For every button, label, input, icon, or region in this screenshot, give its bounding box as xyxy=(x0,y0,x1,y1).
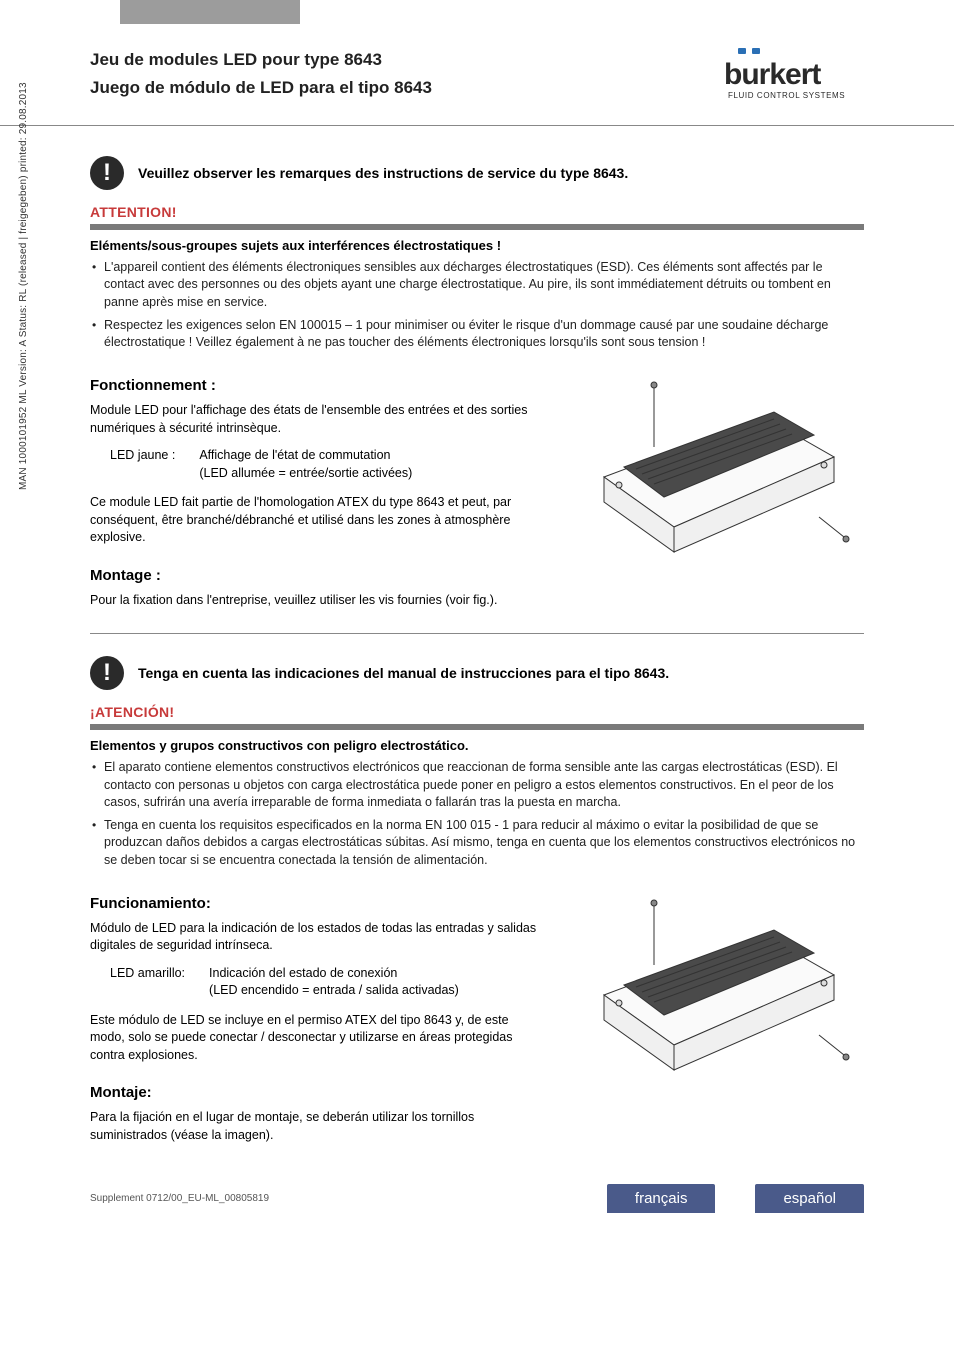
vertical-metadata: MAN 1000101952 ML Version: A Status: RL … xyxy=(18,82,29,490)
esd-bullets-es: El aparato contiene elementos constructi… xyxy=(90,759,864,869)
esd-subhead-es: Elementos y grupos constructivos con pel… xyxy=(90,738,864,753)
fonc-p1-fr: Module LED pour l'affichage des états de… xyxy=(90,402,544,437)
led-label-fr: LED jaune : xyxy=(110,447,175,482)
bullet-fr-0: L'appareil contient des éléments électro… xyxy=(90,259,864,311)
module-illustration-fr xyxy=(574,357,854,577)
montaje-p-es: Para la fijación en el lugar de montaje,… xyxy=(90,1109,544,1144)
led-table-fr: LED jaune : Affichage de l'état de commu… xyxy=(110,447,544,482)
title-spanish: Juego de módulo de LED para el tipo 8643 xyxy=(90,78,724,98)
attention-heading-fr: ATTENTION! xyxy=(90,204,864,220)
language-tab-spanish: español xyxy=(755,1184,864,1213)
montaje-heading-es: Montaje: xyxy=(90,1084,544,1101)
notice-row-es: ! Tenga en cuenta las indicaciones del m… xyxy=(90,656,864,690)
attention-heading-es: ¡ATENCIÓN! xyxy=(90,704,864,720)
attention-rule-es xyxy=(90,724,864,730)
top-tab-decoration xyxy=(120,0,300,24)
exclamation-icon: ! xyxy=(90,156,124,190)
attention-rule-fr xyxy=(90,224,864,230)
svg-text:burkert: burkert xyxy=(724,58,821,91)
fonc-p1-es: Módulo de LED para la indicación de los … xyxy=(90,920,544,955)
notice-text-fr: Veuillez observer les remarques des inst… xyxy=(138,165,628,181)
funcionamiento-block: Funcionamiento: Módulo de LED para la in… xyxy=(90,875,864,1145)
page-footer: Supplement 0712/00_EU-ML_00805819 frança… xyxy=(0,1144,954,1233)
fonc-p2-es: Este módulo de LED se incluye en el perm… xyxy=(90,1012,544,1065)
funcionamiento-heading: Funcionamiento: xyxy=(90,895,544,912)
language-tab-french: français xyxy=(607,1184,716,1213)
bullet-es-0: El aparato contiene elementos constructi… xyxy=(90,759,864,811)
notice-row-fr: ! Veuillez observer les remarques des in… xyxy=(90,156,864,190)
bullet-es-1: Tenga en cuenta los requisitos especific… xyxy=(90,817,864,869)
esd-bullets-fr: L'appareil contient des éléments électro… xyxy=(90,259,864,351)
svg-text:FLUID CONTROL SYSTEMS: FLUID CONTROL SYSTEMS xyxy=(728,91,845,100)
fonctionnement-heading: Fonctionnement : xyxy=(90,377,544,394)
bullet-fr-1: Respectez les exigences selon EN 100015 … xyxy=(90,317,864,352)
fonctionnement-block: Fonctionnement : Module LED pour l'affic… xyxy=(90,357,864,609)
section-divider xyxy=(90,633,864,634)
fonc-p2-fr: Ce module LED fait partie de l'homologat… xyxy=(90,494,544,547)
burkert-logo: burkert FLUID CONTROL SYSTEMS xyxy=(724,46,864,107)
led-label-es: LED amarillo: xyxy=(110,965,185,1000)
notice-text-es: Tenga en cuenta las indicaciones del man… xyxy=(138,665,669,681)
esd-subhead-fr: Eléments/sous-groupes sujets aux interfé… xyxy=(90,238,864,253)
montage-heading-fr: Montage : xyxy=(90,567,544,584)
led-desc-fr: Affichage de l'état de commutation (LED … xyxy=(199,447,412,482)
module-illustration-es xyxy=(574,875,854,1095)
led-desc-es: Indicación del estado de conexión (LED e… xyxy=(209,965,459,1000)
exclamation-icon: ! xyxy=(90,656,124,690)
montage-p-fr: Pour la fixation dans l'entreprise, veui… xyxy=(90,592,544,610)
content-area: ! Veuillez observer les remarques des in… xyxy=(0,126,954,1144)
header-titles: Jeu de modules LED pour type 8643 Juego … xyxy=(90,50,724,106)
title-french: Jeu de modules LED pour type 8643 xyxy=(90,50,724,70)
led-table-es: LED amarillo: Indicación del estado de c… xyxy=(110,965,544,1000)
supplement-code: Supplement 0712/00_EU-ML_00805819 xyxy=(90,1193,567,1204)
